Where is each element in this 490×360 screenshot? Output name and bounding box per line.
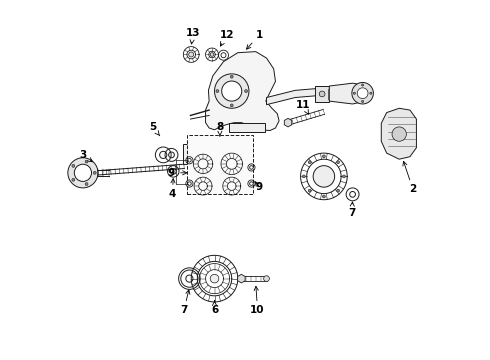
Text: 3: 3: [79, 150, 93, 162]
Circle shape: [337, 189, 340, 192]
Circle shape: [93, 171, 96, 174]
Text: 7: 7: [348, 202, 356, 218]
Text: 2: 2: [403, 161, 416, 194]
Polygon shape: [205, 51, 279, 131]
Circle shape: [221, 81, 242, 101]
Circle shape: [319, 91, 325, 97]
Polygon shape: [267, 89, 317, 105]
Circle shape: [322, 195, 325, 198]
Bar: [183, 144, 190, 164]
Circle shape: [72, 165, 75, 167]
Bar: [330, 89, 331, 99]
Circle shape: [264, 276, 270, 282]
Circle shape: [392, 127, 406, 141]
Circle shape: [72, 178, 75, 181]
Circle shape: [357, 88, 368, 99]
Text: 1: 1: [246, 30, 263, 49]
Circle shape: [343, 175, 345, 178]
Circle shape: [362, 84, 364, 86]
Circle shape: [210, 274, 219, 283]
Text: 13: 13: [186, 28, 200, 44]
Circle shape: [352, 82, 373, 104]
Circle shape: [353, 92, 355, 94]
Circle shape: [85, 160, 88, 163]
Circle shape: [85, 183, 88, 185]
Circle shape: [302, 175, 305, 178]
Bar: [315, 86, 329, 102]
Text: 5: 5: [149, 122, 160, 136]
Circle shape: [245, 90, 247, 93]
Circle shape: [230, 104, 233, 107]
Polygon shape: [329, 83, 363, 104]
Circle shape: [322, 155, 325, 158]
Text: 11: 11: [296, 100, 310, 114]
Text: 12: 12: [220, 30, 234, 46]
Circle shape: [308, 161, 311, 164]
Text: 9: 9: [168, 168, 187, 178]
Circle shape: [308, 189, 311, 192]
Text: 9: 9: [255, 182, 263, 192]
Text: 7: 7: [180, 290, 190, 315]
Bar: [187, 135, 253, 194]
Circle shape: [230, 75, 233, 78]
Circle shape: [337, 161, 340, 164]
Text: 10: 10: [250, 286, 265, 315]
Circle shape: [189, 52, 194, 57]
Text: 4: 4: [169, 179, 176, 199]
Circle shape: [68, 158, 98, 188]
Circle shape: [210, 53, 214, 56]
Circle shape: [362, 100, 364, 103]
Text: 8: 8: [216, 122, 223, 136]
Polygon shape: [381, 108, 416, 159]
Circle shape: [370, 92, 372, 94]
Bar: [328, 89, 330, 99]
Circle shape: [215, 74, 249, 108]
Circle shape: [216, 90, 219, 93]
Circle shape: [74, 164, 92, 181]
Bar: [229, 123, 265, 132]
Polygon shape: [284, 118, 292, 127]
Circle shape: [313, 166, 335, 187]
Polygon shape: [238, 274, 245, 283]
Text: 6: 6: [211, 301, 218, 315]
